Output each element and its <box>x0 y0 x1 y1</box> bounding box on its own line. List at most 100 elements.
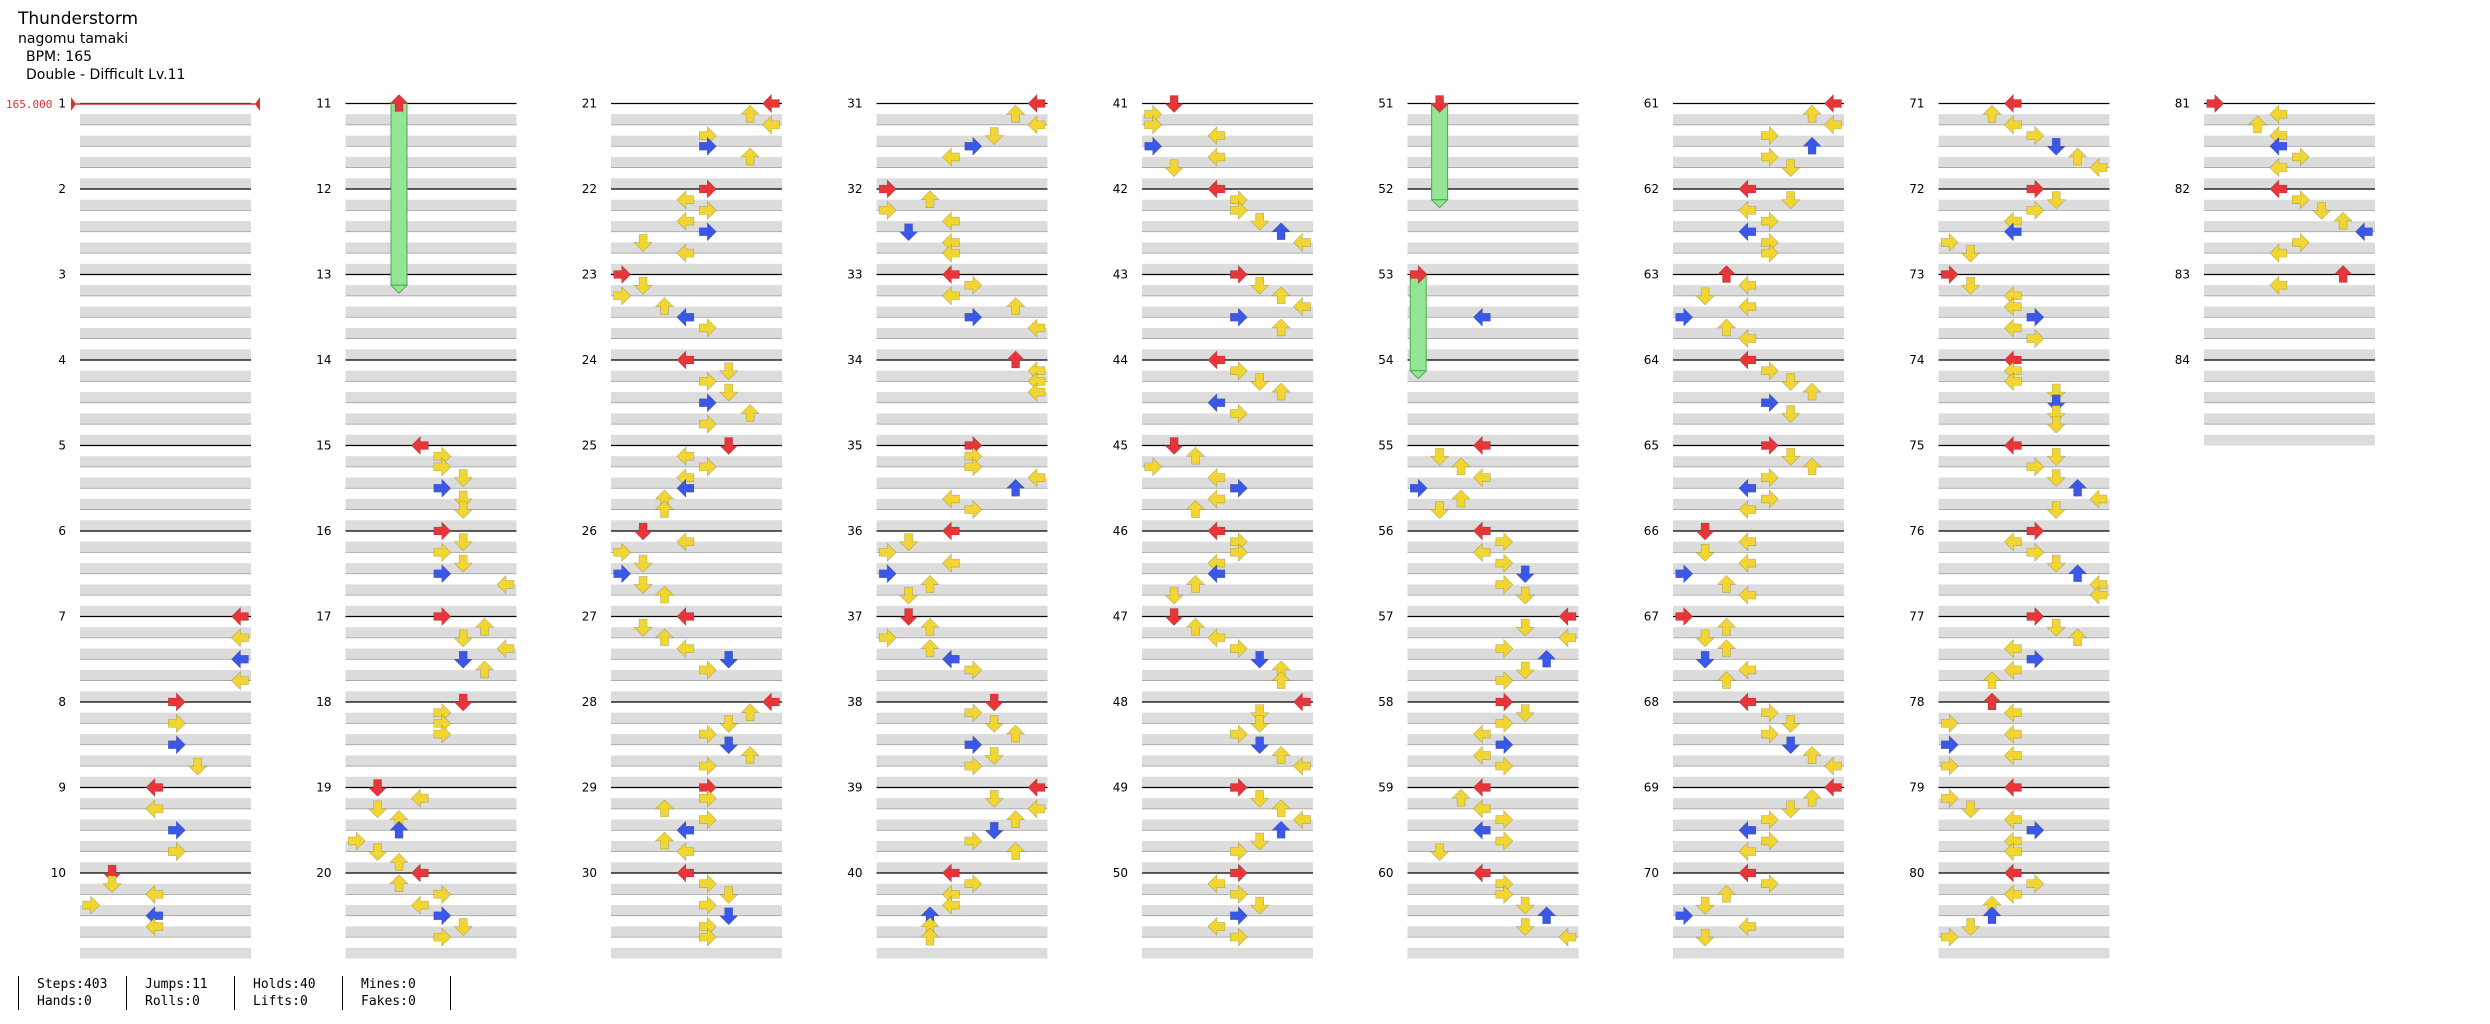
measure-band <box>876 862 1048 873</box>
measure-band <box>876 712 1048 724</box>
step-arrow-icon <box>1005 842 1026 860</box>
measure-band <box>1142 563 1313 574</box>
step-arrow-icon <box>1027 93 1046 114</box>
measure-band <box>345 199 517 211</box>
step-arrow-icon <box>2003 702 2022 723</box>
step-arrow-icon <box>1249 212 1270 231</box>
measure-band <box>1938 905 2110 916</box>
measure-band <box>611 755 782 767</box>
step-arrow-icon <box>2089 157 2108 178</box>
measure-band <box>345 627 517 638</box>
step-arrow-icon <box>433 724 452 744</box>
step-arrow-icon <box>1429 447 1450 466</box>
step-arrow-icon <box>2026 457 2045 477</box>
measure-band <box>80 520 251 531</box>
step-arrow-icon <box>1695 928 1715 947</box>
measure-band <box>345 819 517 831</box>
measure-band <box>1407 798 1579 809</box>
measure-number: 41 <box>1113 97 1128 111</box>
measure-band <box>345 156 517 168</box>
measure-band <box>611 627 782 638</box>
measure-number: 52 <box>1378 182 1393 196</box>
step-arrow-icon <box>1230 906 1248 926</box>
step-arrow-icon <box>102 875 122 894</box>
step-arrow-icon <box>1249 789 1270 808</box>
measure-band <box>1938 883 2110 895</box>
step-arrow-icon <box>676 863 695 883</box>
step-arrow-icon <box>433 478 452 498</box>
measure-band <box>1142 178 1313 189</box>
step-arrow-icon <box>964 307 983 327</box>
measure-band <box>876 306 1048 318</box>
measure-band <box>1938 755 2110 767</box>
step-arrow-icon <box>1515 896 1535 915</box>
measure-band <box>80 285 251 296</box>
step-arrow-icon <box>1515 586 1535 605</box>
step-arrow-icon <box>1005 810 1026 828</box>
measure-number: 42 <box>1113 182 1128 196</box>
step-arrow-icon <box>1027 115 1046 135</box>
step-arrow-icon <box>1716 265 1737 283</box>
hold-tail <box>1408 370 1428 380</box>
step-arrow-icon <box>941 553 960 573</box>
measure-band <box>611 883 782 895</box>
measure-band <box>1673 349 1844 360</box>
bpm-change-value: 165.000 <box>6 98 52 111</box>
step-arrow-icon <box>2269 157 2288 178</box>
step-arrow-icon <box>367 843 388 862</box>
measure-number: 38 <box>847 695 862 709</box>
step-arrow-icon <box>698 179 717 199</box>
step-arrow-icon <box>1761 724 1779 744</box>
measure-band <box>1938 776 2110 788</box>
measure-number: 3 <box>58 268 66 282</box>
measure-band <box>1407 905 1579 916</box>
measure-band <box>611 819 782 831</box>
step-arrow-icon <box>676 350 695 370</box>
measure-band <box>1673 263 1844 275</box>
step-arrow-icon <box>496 638 515 659</box>
measure-band <box>1673 905 1844 916</box>
measure-band <box>1938 242 2110 254</box>
measure-band <box>1673 926 1844 938</box>
measure-band <box>80 263 251 275</box>
measure-band <box>1407 477 1579 489</box>
measure-band <box>1938 840 2110 852</box>
measure-band <box>1938 605 2110 617</box>
step-arrow-icon <box>878 628 897 648</box>
step-arrow-icon <box>1164 95 1184 113</box>
step-arrow-icon <box>2026 328 2045 349</box>
step-arrow-icon <box>898 533 919 552</box>
step-arrow-icon <box>2003 884 2022 905</box>
measure-number: 25 <box>582 439 597 453</box>
measure-number: 80 <box>1909 866 1924 880</box>
measure-number: 54 <box>1378 353 1393 367</box>
step-arrow-icon <box>1982 104 2002 123</box>
step-arrow-icon <box>1940 713 1959 734</box>
step-arrow-icon <box>1738 222 1757 242</box>
measure-number: 75 <box>1909 439 1924 453</box>
step-arrow-icon <box>1675 606 1694 627</box>
step-arrow-icon <box>2046 415 2066 434</box>
step-arrow-icon <box>1738 275 1757 295</box>
measure-number: 19 <box>316 781 331 795</box>
measure-band <box>1938 285 2110 296</box>
measure-band <box>1673 776 1844 788</box>
step-arrow-icon <box>920 639 940 657</box>
measure-band <box>80 456 251 467</box>
step-arrow-icon <box>1982 671 2002 689</box>
measure-number: 79 <box>1909 781 1924 795</box>
step-arrow-icon <box>964 457 983 477</box>
step-arrow-icon <box>2046 191 2066 210</box>
step-arrow-icon <box>740 703 760 721</box>
measure-band <box>345 669 517 681</box>
step-arrow-icon <box>1293 232 1311 253</box>
step-arrow-icon <box>1271 671 1291 689</box>
step-arrow-icon <box>1495 531 1514 552</box>
measure-band <box>345 926 517 938</box>
measure-band <box>876 285 1048 296</box>
measure-band <box>2204 221 2375 232</box>
measure-band <box>1673 648 1844 660</box>
step-arrow-icon <box>2269 179 2288 199</box>
step-arrow-icon <box>1472 435 1491 456</box>
measure-number: 60 <box>1378 866 1393 880</box>
